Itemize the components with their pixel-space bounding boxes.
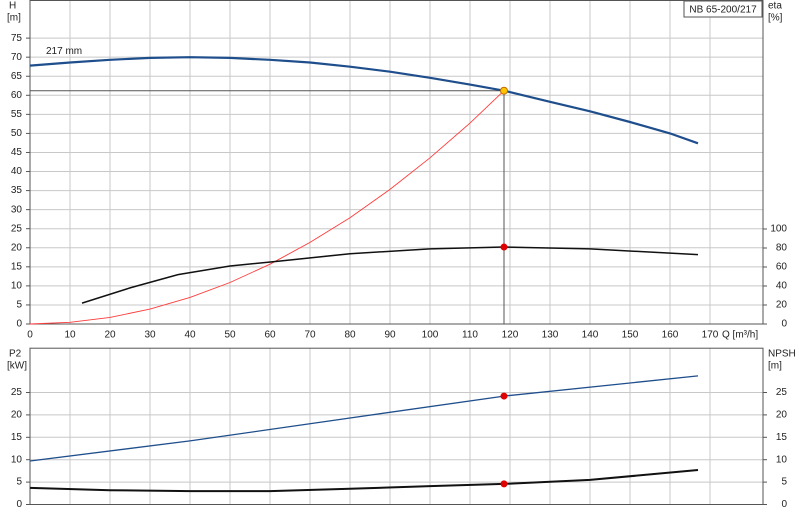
y-tick-label: 40	[11, 166, 23, 177]
operating-point	[500, 480, 508, 488]
x-tick-label: 160	[662, 330, 679, 341]
y-tick-label: 15	[11, 432, 23, 443]
y-tick-label: 5	[16, 300, 22, 311]
y-tick-label: 65	[11, 71, 23, 82]
y2-tick-label: 60	[776, 262, 788, 273]
y-tick-label: 45	[11, 147, 23, 158]
x-tick-label: 40	[184, 330, 196, 341]
y-tick-label: 60	[11, 90, 23, 101]
x-tick-label: 80	[344, 330, 356, 341]
x-tick-label: 120	[502, 330, 519, 341]
operating-point	[500, 86, 508, 95]
y-axis-unit: [m]	[7, 13, 21, 24]
operating-point	[500, 392, 508, 400]
y2-tick-label: 20	[776, 410, 788, 421]
curve	[29, 56, 699, 145]
y2-tick-label: 25	[776, 387, 788, 398]
y2-tick-label: 10	[776, 454, 788, 465]
y-tick-label: 5	[16, 477, 22, 488]
x-tick-label: 140	[582, 330, 599, 341]
plot-frame	[29, 0, 764, 325]
curve	[29, 90, 505, 325]
y-tick-label: 50	[11, 128, 23, 139]
y2-tick-label: 5	[781, 477, 787, 488]
x-tick-label: 70	[304, 330, 316, 341]
x-axis-label: Q [m³/h]	[722, 330, 758, 341]
y2-tick-label: 0	[781, 319, 787, 330]
y2-axis-label: eta	[768, 1, 782, 12]
y2-tick-label: 0	[781, 499, 787, 510]
y-axis-label: P2	[9, 348, 22, 359]
y-axis-label: H	[9, 1, 16, 12]
x-tick-label: 20	[104, 330, 116, 341]
y2-axis-unit: [m]	[768, 360, 782, 371]
y2-tick-label: 15	[776, 432, 788, 443]
x-tick-label: 90	[384, 330, 396, 341]
chart-title: NB 65-200/217	[689, 5, 757, 16]
y-tick-label: 75	[11, 33, 23, 44]
y-tick-label: 20	[11, 242, 23, 253]
x-tick-label: 110	[462, 330, 478, 341]
plot-background	[30, 347, 763, 505]
y-tick-label: 70	[11, 52, 23, 63]
y-tick-label: 55	[11, 109, 23, 120]
x-tick-label: 0	[27, 330, 33, 341]
x-tick-label: 170	[702, 330, 719, 341]
y2-tick-label: 100	[770, 224, 787, 235]
y-tick-label: 15	[11, 261, 23, 272]
y-axis-unit: [kW]	[7, 360, 27, 371]
y2-tick-label: 80	[776, 243, 788, 254]
curve	[29, 375, 699, 462]
y-tick-label: 10	[11, 454, 23, 465]
x-tick-label: 60	[264, 330, 276, 341]
y-tick-label: 25	[11, 223, 23, 234]
y2-axis-label: NPSH	[768, 348, 796, 359]
title-box	[683, 0, 763, 18]
y-tick-label: 25	[11, 387, 23, 398]
curve	[81, 246, 699, 304]
y-tick-label: 0	[16, 499, 22, 510]
curve-label: 217 mm	[46, 46, 82, 57]
operating-point	[500, 243, 508, 251]
x-tick-label: 130	[542, 330, 559, 341]
x-tick-label: 100	[422, 330, 439, 341]
y-tick-label: 0	[16, 319, 22, 330]
curve	[29, 469, 699, 493]
y2-tick-label: 40	[776, 281, 788, 292]
y-tick-label: 30	[11, 204, 23, 215]
x-tick-label: 10	[64, 330, 76, 341]
y2-tick-label: 20	[776, 300, 788, 311]
y-tick-label: 20	[11, 410, 23, 421]
x-tick-label: 150	[622, 330, 639, 341]
plot-frame	[29, 347, 764, 506]
y-tick-label: 10	[11, 281, 23, 292]
y2-axis-unit: [%]	[768, 13, 783, 24]
plot-background	[30, 0, 763, 324]
y-tick-label: 35	[11, 185, 23, 196]
x-tick-label: 30	[144, 330, 156, 341]
x-tick-label: 50	[224, 330, 236, 341]
